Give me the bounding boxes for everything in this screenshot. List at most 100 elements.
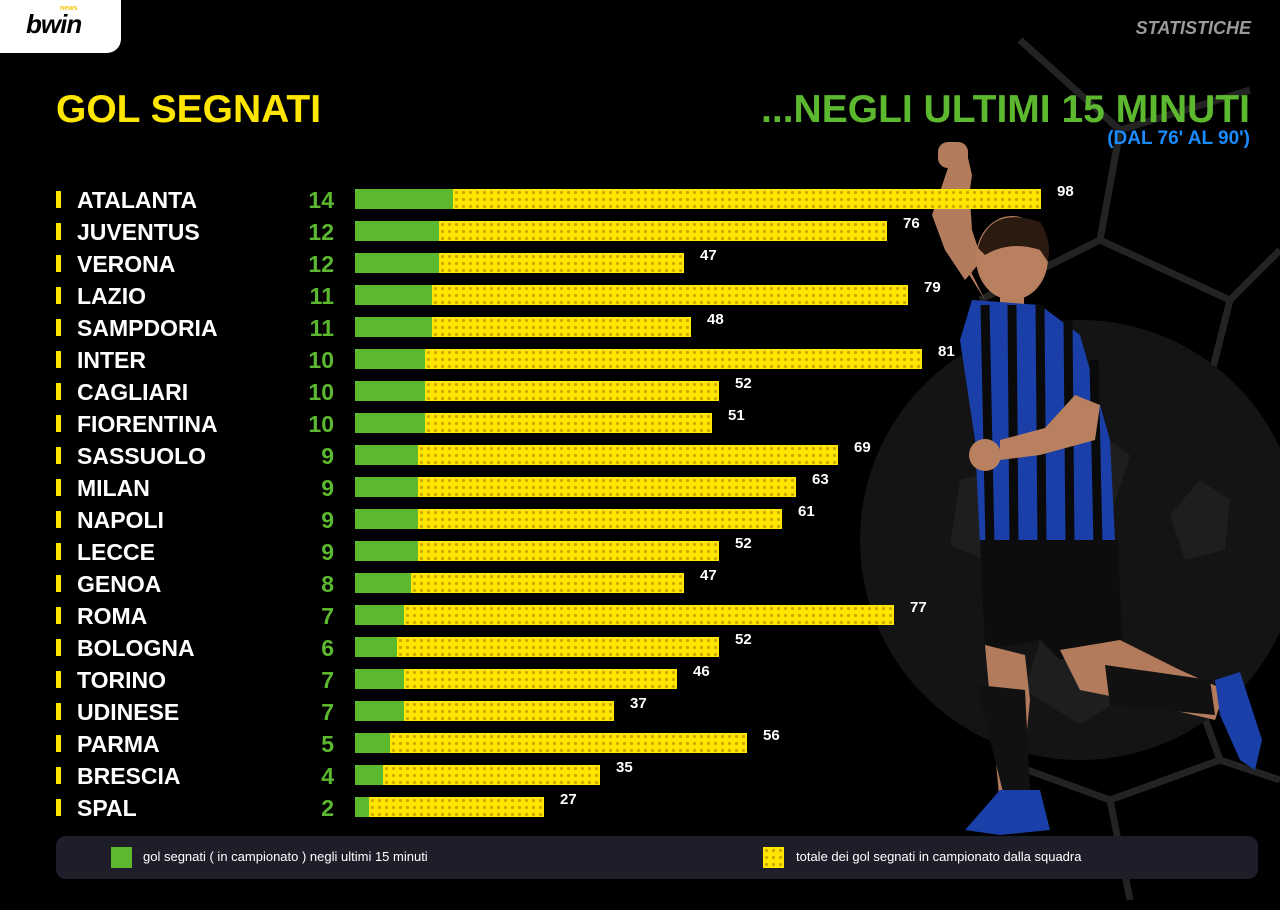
bar-total-goals (355, 765, 600, 785)
data-label-total-goals: 76 (903, 215, 920, 232)
bar-total-goals (355, 797, 544, 817)
chart-subtitle: (DAL 76' AL 90') (1107, 128, 1250, 149)
data-label-late-goals: 9 (321, 507, 334, 533)
bar-total-goals (355, 285, 908, 305)
category-label: ATALANTA (77, 187, 198, 213)
category-label: BOLOGNA (77, 635, 195, 661)
row-marker (56, 415, 61, 432)
row-marker (56, 447, 61, 464)
data-label-total-goals: 46 (693, 663, 710, 680)
bar-total-goals (355, 413, 712, 433)
brand-logo-superscript: news (60, 5, 78, 12)
data-label-total-goals: 47 (700, 567, 717, 584)
legend-swatch-late-goals (111, 847, 132, 868)
data-label-total-goals: 27 (560, 791, 577, 808)
row-marker (56, 767, 61, 784)
chart-legend: gol segnati ( in campionato ) negli ulti… (56, 836, 1258, 879)
data-label-total-goals: 98 (1057, 183, 1074, 200)
data-label-late-goals: 9 (321, 539, 334, 565)
bar-late-goals (355, 509, 418, 529)
row-marker (56, 607, 61, 624)
chart-row: MILAN 9 63 (0, 472, 1280, 508)
data-label-total-goals: 52 (735, 631, 752, 648)
data-label-late-goals: 2 (321, 795, 334, 821)
bar-late-goals (355, 765, 383, 785)
row-marker (56, 255, 61, 272)
bar-total-goals (355, 317, 691, 337)
chart-row: VERONA 12 47 (0, 248, 1280, 284)
row-marker (56, 223, 61, 240)
bar-total-goals (355, 477, 796, 497)
bar-late-goals (355, 637, 397, 657)
chart-row: SASSUOLO 9 69 (0, 440, 1280, 476)
data-label-late-goals: 7 (321, 699, 334, 725)
chart-row: FIORENTINA 10 51 (0, 408, 1280, 444)
bar-total-goals (355, 701, 614, 721)
category-label: PARMA (77, 731, 160, 757)
chart-row: SPAL 2 27 (0, 792, 1280, 828)
bar-total-goals (355, 573, 684, 593)
row-marker (56, 575, 61, 592)
category-label: SPAL (77, 795, 137, 821)
brand-logo[interactable]: bwin news (0, 0, 121, 53)
row-marker (56, 703, 61, 720)
data-label-late-goals: 7 (321, 603, 334, 629)
bar-late-goals (355, 285, 432, 305)
data-label-late-goals: 10 (308, 347, 334, 373)
legend-label-late-goals: gol segnati ( in campionato ) negli ulti… (143, 849, 428, 864)
data-label-late-goals: 12 (308, 251, 334, 277)
data-label-total-goals: 37 (630, 695, 647, 712)
bar-late-goals (355, 317, 432, 337)
data-label-late-goals: 9 (321, 475, 334, 501)
data-label-late-goals: 9 (321, 443, 334, 469)
data-label-late-goals: 10 (308, 411, 334, 437)
data-label-total-goals: 61 (798, 503, 815, 520)
player-photo (932, 142, 1262, 835)
bar-late-goals (355, 573, 411, 593)
row-marker (56, 671, 61, 688)
data-label-late-goals: 12 (308, 219, 334, 245)
category-label: LAZIO (77, 283, 146, 309)
data-label-total-goals: 52 (735, 375, 752, 392)
bar-late-goals (355, 477, 418, 497)
data-label-total-goals: 79 (924, 279, 941, 296)
category-label: UDINESE (77, 699, 180, 725)
bar-late-goals (355, 253, 439, 273)
chart-title-right: ...NEGLI ULTIMI 15 MINUTI (761, 88, 1250, 131)
category-label: BRESCIA (77, 763, 181, 789)
row-marker (56, 543, 61, 560)
data-label-late-goals: 4 (321, 763, 334, 789)
chart-title: GOL SEGNATI (56, 88, 322, 131)
category-label: TORINO (77, 667, 167, 693)
bar-total-goals (355, 445, 838, 465)
bar-late-goals (355, 381, 425, 401)
chart-row: CAGLIARI 10 52 (0, 376, 1280, 412)
data-label-total-goals: 69 (854, 439, 871, 456)
chart-row: ROMA 7 77 (0, 600, 1280, 636)
category-label: GENOA (77, 571, 162, 597)
bar-late-goals (355, 189, 453, 209)
category-label: VERONA (77, 251, 176, 277)
row-marker (56, 511, 61, 528)
data-label-total-goals: 52 (735, 535, 752, 552)
chart-row: UDINESE 7 37 (0, 696, 1280, 732)
data-label-late-goals: 11 (309, 283, 334, 309)
chart-row: GENOA 8 47 (0, 568, 1280, 604)
data-label-total-goals: 48 (707, 311, 724, 328)
bar-late-goals (355, 797, 369, 817)
bar-total-goals (355, 349, 922, 369)
section-label: STATISTICHE (1135, 18, 1251, 38)
bar-total-goals (355, 189, 1041, 209)
data-label-late-goals: 14 (308, 187, 334, 213)
data-label-late-goals: 8 (321, 571, 334, 597)
category-label: LECCE (77, 539, 155, 565)
bar-late-goals (355, 605, 404, 625)
chart-row: ATALANTA 14 98 (0, 184, 1280, 220)
chart-row: INTER 10 81 (0, 344, 1280, 380)
row-marker (56, 319, 61, 336)
bar-total-goals (355, 381, 719, 401)
bar-total-goals (355, 605, 894, 625)
data-label-total-goals: 63 (812, 471, 829, 488)
data-label-total-goals: 81 (938, 343, 955, 360)
bar-late-goals (355, 413, 425, 433)
